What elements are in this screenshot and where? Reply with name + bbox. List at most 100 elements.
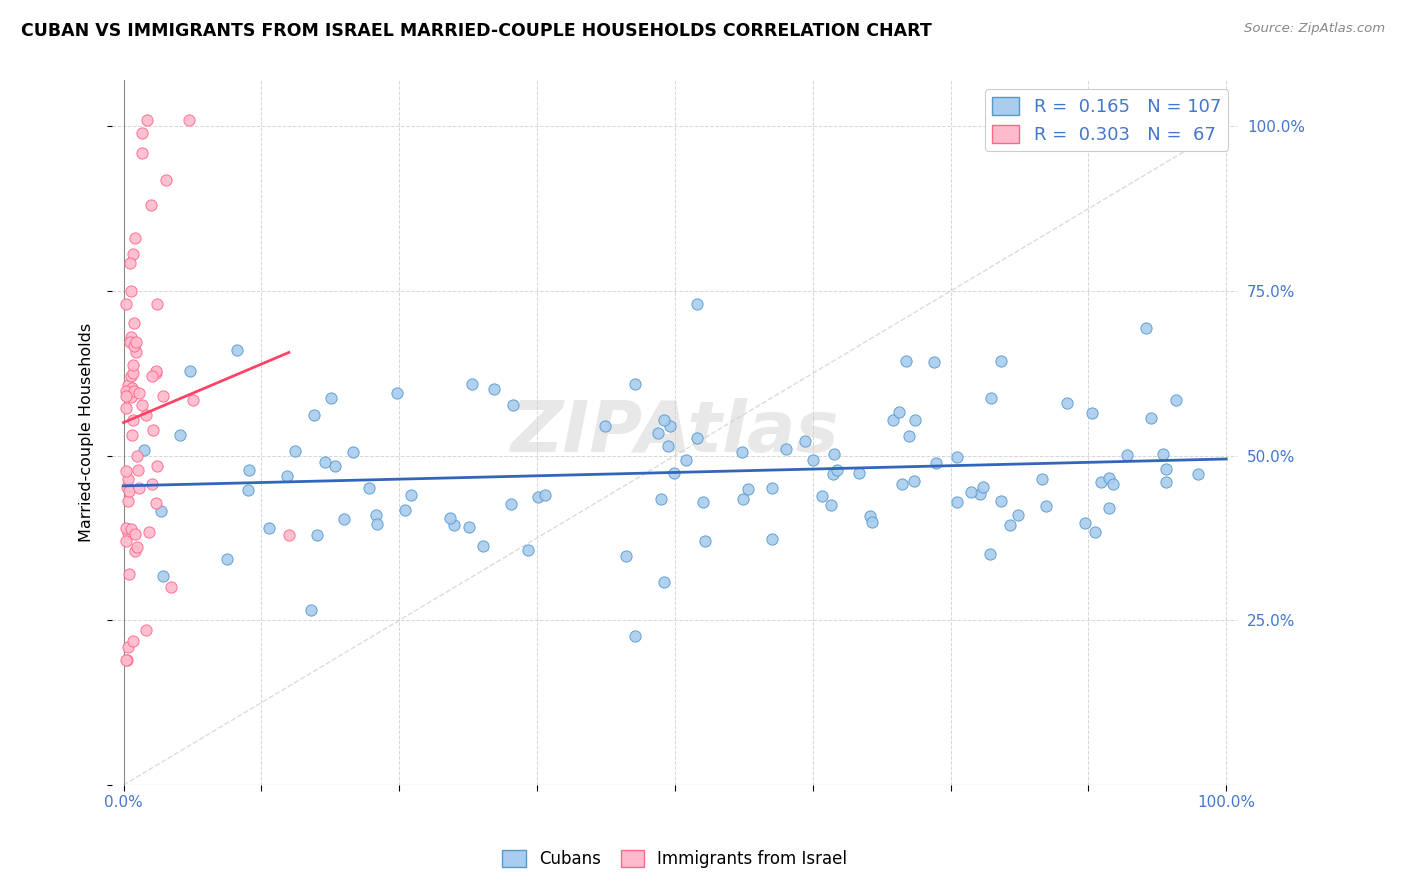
Point	[122, 316, 145, 330]
Point	[122, 384, 145, 398]
Point	[115, 389, 138, 403]
Point	[114, 533, 136, 548]
Point	[823, 447, 845, 461]
Point	[662, 466, 685, 480]
Point	[277, 527, 299, 541]
Point	[181, 392, 204, 407]
Point	[121, 366, 143, 380]
Point	[443, 518, 465, 533]
Point	[686, 431, 709, 445]
Point	[342, 445, 364, 459]
Point	[924, 355, 946, 369]
Point	[820, 498, 842, 512]
Point	[471, 539, 494, 553]
Point	[117, 525, 139, 540]
Point	[990, 354, 1012, 368]
Point	[1098, 471, 1121, 485]
Point	[859, 509, 882, 524]
Point	[124, 231, 146, 245]
Point	[686, 297, 709, 311]
Point	[115, 401, 138, 415]
Point	[118, 484, 141, 499]
Point	[141, 369, 163, 384]
Point	[1090, 475, 1112, 489]
Point	[897, 428, 920, 442]
Point	[124, 527, 146, 541]
Legend: Cubans, Immigrants from Israel: Cubans, Immigrants from Israel	[495, 843, 855, 875]
Point	[138, 525, 160, 540]
Point	[401, 488, 423, 502]
Point	[675, 452, 697, 467]
Point	[482, 382, 505, 396]
Point	[385, 386, 408, 401]
Point	[891, 477, 914, 491]
Point	[120, 334, 142, 349]
Point	[1035, 499, 1057, 513]
Point	[1164, 393, 1187, 408]
Point	[135, 623, 157, 637]
Point	[121, 358, 143, 372]
Point	[117, 472, 139, 486]
Point	[775, 442, 797, 457]
Point	[131, 145, 153, 160]
Point	[131, 126, 153, 140]
Point	[998, 518, 1021, 533]
Point	[1084, 525, 1107, 540]
Point	[794, 434, 817, 448]
Point	[215, 552, 238, 566]
Point	[145, 496, 167, 510]
Point	[1156, 461, 1178, 475]
Point	[127, 540, 149, 554]
Point	[117, 653, 139, 667]
Point	[152, 389, 174, 403]
Point	[139, 198, 162, 212]
Point	[439, 511, 461, 525]
Point	[1102, 477, 1125, 491]
Point	[527, 491, 550, 505]
Point	[122, 633, 145, 648]
Point	[364, 508, 387, 522]
Point	[146, 458, 169, 473]
Point	[302, 408, 325, 422]
Point	[1056, 396, 1078, 410]
Point	[946, 495, 969, 509]
Point	[761, 481, 783, 495]
Point	[980, 391, 1002, 405]
Point	[692, 494, 714, 508]
Point	[179, 112, 201, 127]
Point	[366, 517, 388, 532]
Point	[125, 334, 148, 349]
Point	[761, 532, 783, 546]
Point	[810, 490, 832, 504]
Point	[593, 419, 616, 434]
Point	[118, 567, 141, 582]
Point	[125, 345, 148, 359]
Point	[882, 413, 904, 427]
Point	[284, 444, 307, 458]
Point	[624, 376, 647, 391]
Point	[135, 409, 157, 423]
Text: CUBAN VS IMMIGRANTS FROM ISRAEL MARRIED-COUPLE HOUSEHOLDS CORRELATION CHART: CUBAN VS IMMIGRANTS FROM ISRAEL MARRIED-…	[21, 22, 932, 40]
Point	[276, 469, 298, 483]
Point	[238, 462, 260, 476]
Point	[128, 463, 150, 477]
Point	[1135, 321, 1157, 335]
Point	[257, 521, 280, 535]
Point	[959, 485, 981, 500]
Point	[226, 343, 249, 358]
Point	[969, 487, 991, 501]
Point	[179, 364, 201, 378]
Point	[658, 418, 681, 433]
Point	[887, 405, 910, 419]
Text: ZIPAtlas: ZIPAtlas	[510, 398, 839, 467]
Point	[502, 398, 524, 412]
Point	[325, 459, 347, 474]
Point	[121, 427, 143, 442]
Point	[238, 483, 260, 498]
Point	[122, 413, 145, 427]
Point	[299, 603, 322, 617]
Point	[848, 467, 870, 481]
Point	[124, 544, 146, 558]
Point	[115, 653, 138, 667]
Y-axis label: Married-couple Households: Married-couple Households	[79, 323, 94, 542]
